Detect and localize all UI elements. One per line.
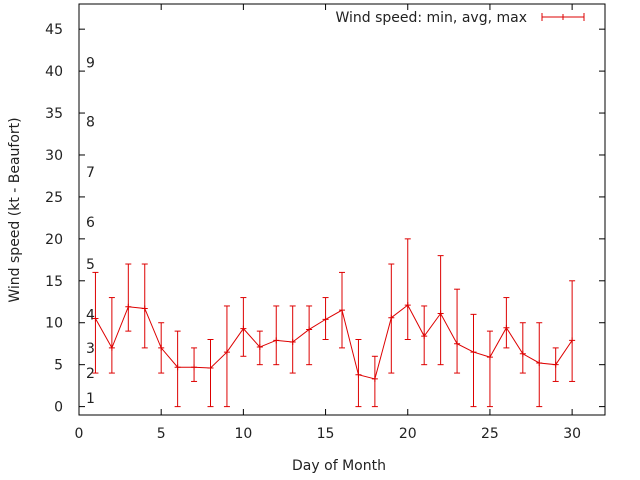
y-tick-label: 25 (45, 190, 63, 206)
beaufort-scale: 1 2 3 4 5 6 7 8 9 (86, 56, 95, 408)
data-point (355, 371, 362, 378)
data-point (371, 375, 378, 382)
data-points (92, 302, 576, 382)
x-tick-label: 20 (399, 426, 417, 442)
y-tick-label: 10 (45, 316, 63, 332)
data-point (503, 324, 510, 331)
data-point (207, 365, 214, 372)
data-point (158, 344, 165, 351)
data-point (174, 364, 181, 371)
beaufort-label: 6 (86, 215, 95, 231)
data-point (256, 344, 263, 351)
y-tick-label: 40 (45, 64, 63, 80)
x-axis-label: Day of Month (292, 458, 386, 474)
x-tick-label: 30 (563, 426, 581, 442)
y-tick-label: 20 (45, 232, 63, 248)
data-point (125, 303, 132, 310)
data-point (421, 333, 428, 340)
data-point (141, 305, 148, 312)
y-tick-label: 35 (45, 106, 63, 122)
beaufort-label: 2 (86, 366, 95, 382)
beaufort-label: 3 (86, 341, 95, 357)
data-point (322, 316, 329, 323)
legend: Wind speed: min, avg, max (335, 10, 585, 26)
x-tick-label: 15 (317, 426, 335, 442)
y-axis-label: Wind speed (kt - Beaufort) (7, 117, 23, 302)
beaufort-label: 1 (86, 391, 95, 407)
data-point (569, 337, 576, 344)
data-point (339, 307, 345, 314)
x-axis-ticks: 0 5 10 15 20 25 30 (75, 4, 581, 442)
error-bars (92, 238, 576, 408)
y-tick-label: 5 (54, 358, 63, 374)
data-point (273, 337, 280, 344)
data-point (388, 314, 395, 321)
legend-label: Wind speed: min, avg, max (335, 10, 527, 26)
beaufort-label: 8 (86, 114, 95, 130)
beaufort-label: 7 (86, 165, 95, 181)
data-point (223, 349, 230, 356)
data-point (552, 361, 559, 368)
beaufort-label: 4 (86, 307, 95, 323)
data-point (519, 350, 526, 357)
y-tick-label: 0 (54, 400, 63, 416)
beaufort-label: 9 (86, 56, 95, 72)
y-tick-label: 15 (45, 274, 63, 290)
data-point (404, 302, 411, 309)
data-point (289, 339, 296, 346)
data-point (486, 354, 493, 361)
data-point (191, 364, 198, 371)
x-tick-label: 0 (75, 426, 84, 442)
data-point (92, 315, 99, 322)
x-tick-label: 5 (157, 426, 166, 442)
data-point (454, 340, 461, 347)
series-line (95, 304, 573, 380)
data-point (470, 349, 477, 356)
y-tick-label: 30 (45, 148, 63, 164)
data-point (306, 326, 313, 333)
y-tick-label: 45 (45, 22, 63, 38)
data-point (240, 325, 247, 332)
plot-frame (78, 3, 606, 416)
beaufort-label: 5 (86, 257, 95, 273)
x-tick-label: 10 (234, 426, 252, 442)
x-tick-label: 25 (481, 426, 499, 442)
data-point (437, 310, 444, 317)
data-point (108, 344, 115, 351)
data-point (536, 359, 543, 366)
